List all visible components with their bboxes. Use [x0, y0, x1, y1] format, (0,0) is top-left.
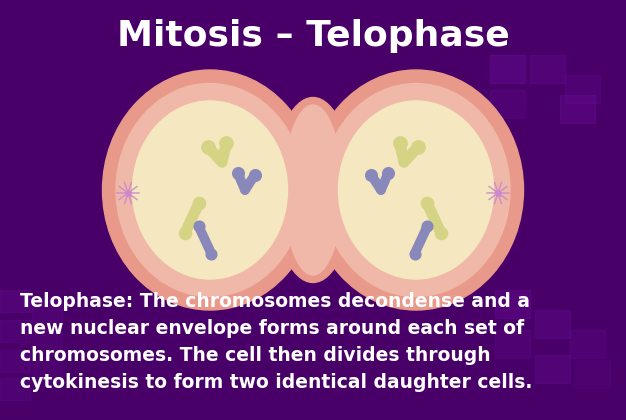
Bar — [0, 320, 30, 342]
Text: Mitosis – Telophase: Mitosis – Telophase — [116, 19, 510, 53]
Text: Telophase: The chromosomes decondense and a: Telophase: The chromosomes decondense an… — [20, 292, 530, 311]
Ellipse shape — [309, 70, 523, 310]
Bar — [565, 75, 600, 103]
Ellipse shape — [116, 84, 304, 297]
Ellipse shape — [284, 105, 342, 275]
Ellipse shape — [133, 101, 287, 279]
Bar — [0, 378, 30, 400]
Bar — [560, 95, 595, 123]
Text: cytokinesis to form two identical daughter cells.: cytokinesis to form two identical daught… — [20, 373, 532, 392]
Text: new nuclear envelope forms around each set of: new nuclear envelope forms around each s… — [20, 319, 524, 338]
Bar — [32, 300, 62, 322]
Bar — [490, 90, 525, 118]
Bar — [535, 355, 570, 383]
Bar — [32, 330, 62, 352]
Bar — [575, 360, 610, 388]
Ellipse shape — [103, 70, 317, 310]
Ellipse shape — [322, 84, 510, 297]
Bar — [0, 350, 30, 372]
Bar — [535, 310, 570, 338]
Text: chromosomes. The cell then divides through: chromosomes. The cell then divides throu… — [20, 346, 491, 365]
Bar — [495, 290, 530, 318]
Bar — [495, 330, 530, 358]
Bar — [570, 330, 605, 358]
Ellipse shape — [273, 97, 353, 283]
Bar — [490, 55, 525, 83]
Bar — [530, 55, 565, 83]
Bar — [32, 360, 62, 382]
Ellipse shape — [339, 101, 493, 279]
Bar — [0, 290, 30, 312]
